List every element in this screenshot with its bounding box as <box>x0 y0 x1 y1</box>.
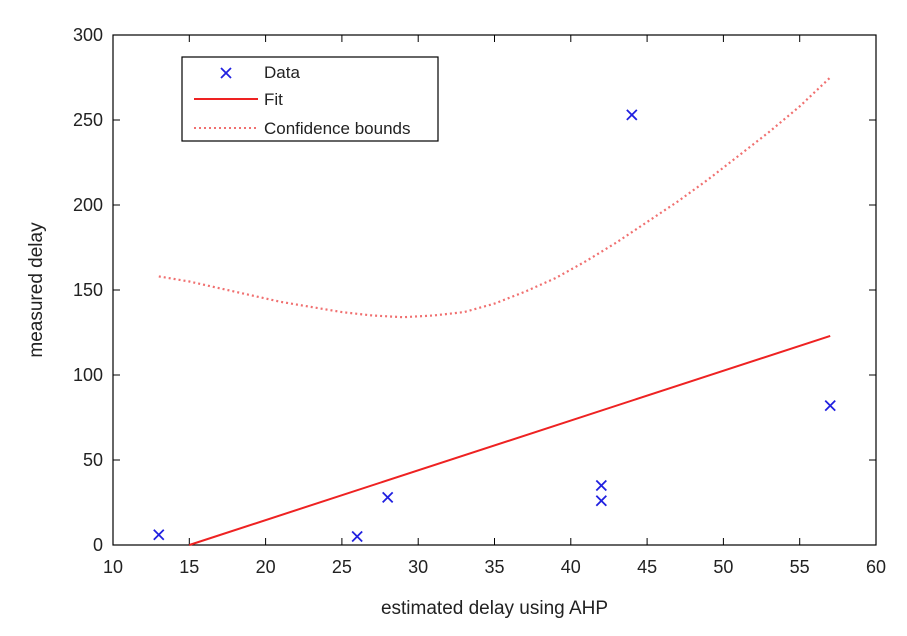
x-tick-label: 60 <box>866 557 886 577</box>
x-axis-label: estimated delay using AHP <box>381 598 608 619</box>
axis-ticks <box>112 34 877 546</box>
data-point <box>153 529 165 541</box>
data-point <box>351 530 363 543</box>
data-point <box>595 479 607 492</box>
confidence-bounds-line <box>158 76 831 319</box>
x-tick-label: 20 <box>256 557 276 577</box>
y-tick-label: 0 <box>93 535 103 555</box>
x-tick-label: 35 <box>484 557 504 577</box>
data-point <box>382 491 394 504</box>
x-tick-label: 50 <box>713 557 733 577</box>
x-tick-label: 55 <box>790 557 810 577</box>
x-tick-label: 25 <box>332 557 352 577</box>
legend-label-data: Data <box>264 63 300 82</box>
axis-tick-labels: 10 15 20 25 30 35 40 45 50 55 60 0 50 100 150 200 250 300 <box>73 25 886 577</box>
x-tick-label: 40 <box>561 557 581 577</box>
y-tick-label: 100 <box>73 365 103 385</box>
legend-label-bounds: Confidence bounds <box>264 119 411 138</box>
legend-marker-data-icon <box>220 67 232 79</box>
y-tick-label: 150 <box>73 280 103 300</box>
data-point <box>626 109 638 121</box>
legend-label-fit: Fit <box>264 90 283 109</box>
y-axis-label: measured delay <box>26 222 47 358</box>
data-point <box>595 495 607 507</box>
series-layer <box>153 76 836 546</box>
y-tick-label: 250 <box>73 110 103 130</box>
fit-line <box>188 334 831 546</box>
x-tick-label: 45 <box>637 557 657 577</box>
x-tick-label: 30 <box>408 557 428 577</box>
y-tick-label: 300 <box>73 25 103 45</box>
x-tick-label: 10 <box>103 557 123 577</box>
y-tick-label: 50 <box>83 450 103 470</box>
y-tick-label: 200 <box>73 195 103 215</box>
legend: Data Fit Confidence bounds <box>181 56 439 142</box>
data-point <box>824 399 836 412</box>
x-tick-label: 15 <box>179 557 199 577</box>
